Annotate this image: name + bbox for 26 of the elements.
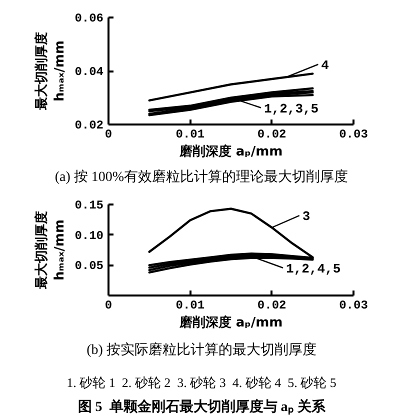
y-tick-label: 0.10 <box>74 228 104 243</box>
y-tick-label: 0.15 <box>74 198 104 212</box>
annotation: 1,2,3,5 <box>264 101 319 116</box>
x-tick-label: 0.01 <box>176 128 205 142</box>
x-tick-label: 0.03 <box>339 298 368 312</box>
y-tick-label: 0.04 <box>74 65 104 79</box>
text: (b) 按实际磨粒比计算的最大切削厚度 <box>86 341 316 360</box>
text: (a) 按 100%有效磨粒比计算的理论最大切削厚度 <box>54 168 348 187</box>
y-axis-title: 最大切削厚度 hₘₐₓ/mm <box>34 32 68 111</box>
annotation: 4 <box>321 58 330 73</box>
x-tick-label: 0 <box>104 298 112 312</box>
x-tick-label: 0.03 <box>339 128 368 142</box>
y-tick-label: 0.05 <box>74 259 104 274</box>
x-axis-title: 磨削深度 aₚ/mm <box>178 314 283 330</box>
x-tick-label: 0.01 <box>176 298 205 312</box>
annotation: 1,2,4,5 <box>286 261 341 276</box>
x-tick-label: 0 <box>104 128 112 142</box>
annotation: 3 <box>302 209 310 224</box>
y-tick-label: 0.02 <box>74 118 104 132</box>
text: 1. 砂轮 1 2. 砂轮 2 3. 砂轮 3 4. 砂轮 4 5. 砂轮 5 <box>66 374 336 392</box>
x-tick-label: 0.02 <box>257 298 286 312</box>
x-tick-label: 0.02 <box>257 128 286 142</box>
caption: 图 5 单颗金刚石最大切削厚度与 aₚ 关系 <box>78 400 326 416</box>
y-axis-title: 最大切削厚度 hₘₐₓ/mm <box>34 211 68 290</box>
x-axis-title: 磨削深度 aₚ/mm <box>178 144 283 160</box>
y-tick-label: 0.06 <box>74 12 104 26</box>
